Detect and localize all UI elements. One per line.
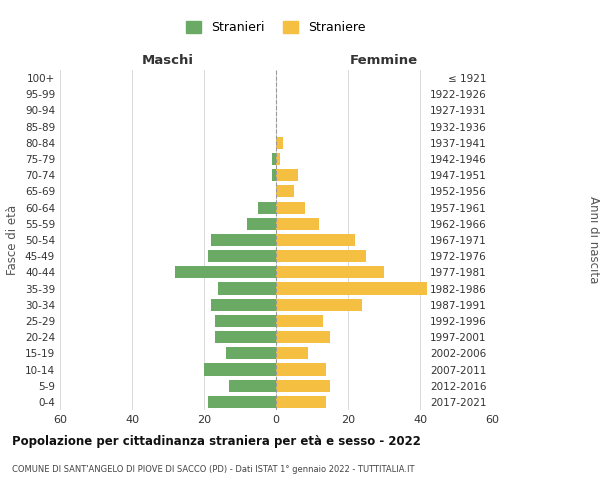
Bar <box>276 396 326 408</box>
Y-axis label: Fasce di età: Fasce di età <box>7 205 19 275</box>
Bar <box>276 380 330 392</box>
Bar <box>276 266 384 278</box>
Bar <box>272 169 276 181</box>
Bar <box>175 266 276 278</box>
Bar <box>276 153 280 165</box>
Bar <box>229 380 276 392</box>
Bar <box>276 315 323 327</box>
Text: Anni di nascita: Anni di nascita <box>587 196 600 284</box>
Bar <box>215 331 276 343</box>
Bar <box>276 298 362 311</box>
Text: Maschi: Maschi <box>142 54 194 67</box>
Bar <box>276 218 319 230</box>
Bar <box>226 348 276 360</box>
Bar <box>276 282 427 294</box>
Bar <box>276 331 330 343</box>
Bar <box>276 169 298 181</box>
Bar <box>247 218 276 230</box>
Text: Femmine: Femmine <box>350 54 418 67</box>
Bar <box>211 234 276 246</box>
Bar <box>215 315 276 327</box>
Bar <box>276 234 355 246</box>
Bar <box>276 202 305 213</box>
Bar <box>276 250 366 262</box>
Text: COMUNE DI SANT'ANGELO DI PIOVE DI SACCO (PD) - Dati ISTAT 1° gennaio 2022 - TUTT: COMUNE DI SANT'ANGELO DI PIOVE DI SACCO … <box>12 465 415 474</box>
Bar <box>276 137 283 149</box>
Bar <box>276 348 308 360</box>
Bar <box>208 250 276 262</box>
Bar <box>208 396 276 408</box>
Bar <box>276 186 294 198</box>
Bar <box>258 202 276 213</box>
Bar <box>204 364 276 376</box>
Bar <box>276 364 326 376</box>
Legend: Stranieri, Straniere: Stranieri, Straniere <box>181 16 371 40</box>
Bar <box>218 282 276 294</box>
Bar <box>211 298 276 311</box>
Text: Popolazione per cittadinanza straniera per età e sesso - 2022: Popolazione per cittadinanza straniera p… <box>12 435 421 448</box>
Bar <box>272 153 276 165</box>
